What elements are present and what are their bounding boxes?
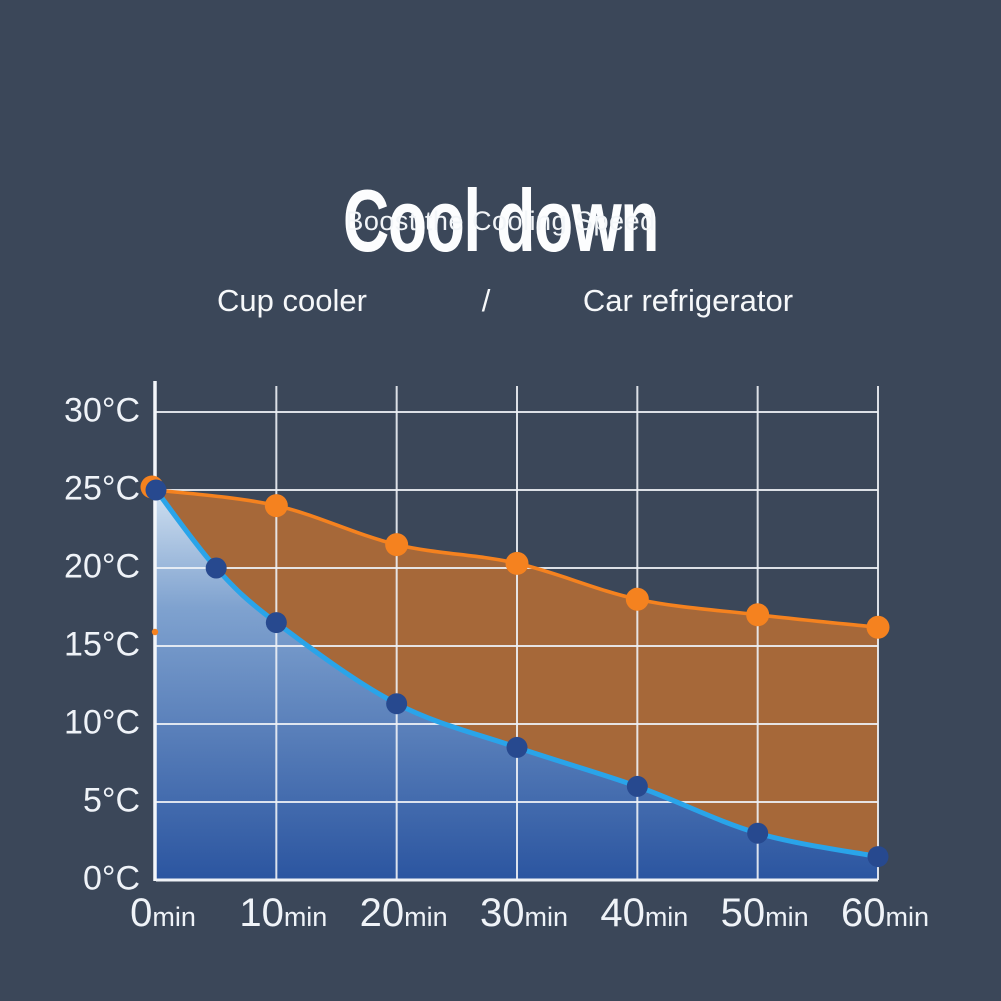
stray-orange-mark [151,628,159,636]
grid [156,386,879,882]
y-tick-label-25: 25°C [64,469,140,508]
car-refrigerator-points [140,475,890,639]
y-tick-label-0: 0°C [82,859,140,898]
y-tick-label-20: 20°C [64,547,140,586]
car-refrigerator-line [154,488,880,630]
x-tick-label-0: 0min [130,891,196,935]
x-tick-label-30: 30min [479,891,569,935]
page-subtitle: Boost the Cooling Speed [345,206,656,236]
x-tick-label-40: 40min [600,891,689,935]
x-tick-label-50: 50min [720,891,809,935]
cup-cooler-line [153,487,881,860]
x-tick-label-10: 10min [239,891,328,935]
page-title: Cool down [342,170,660,270]
cup-cooler-area [156,490,878,880]
legend-separator: / [481,283,491,318]
y-tick-label-5: 5°C [82,781,140,820]
car-refrigerator-area [156,490,878,857]
x-tick-label-20: 20min [359,891,448,935]
cup-cooler-points [145,479,889,868]
legend-cup-cooler: Cup cooler [217,283,367,318]
x-tick-label-60: 60min [840,891,930,935]
y-tick-label-10: 10°C [64,703,140,742]
legend-car-refrigerator: Car refrigerator [582,283,794,318]
y-tick-label-30: 30°C [64,391,140,430]
y-tick-label-15: 15°C [64,625,140,664]
